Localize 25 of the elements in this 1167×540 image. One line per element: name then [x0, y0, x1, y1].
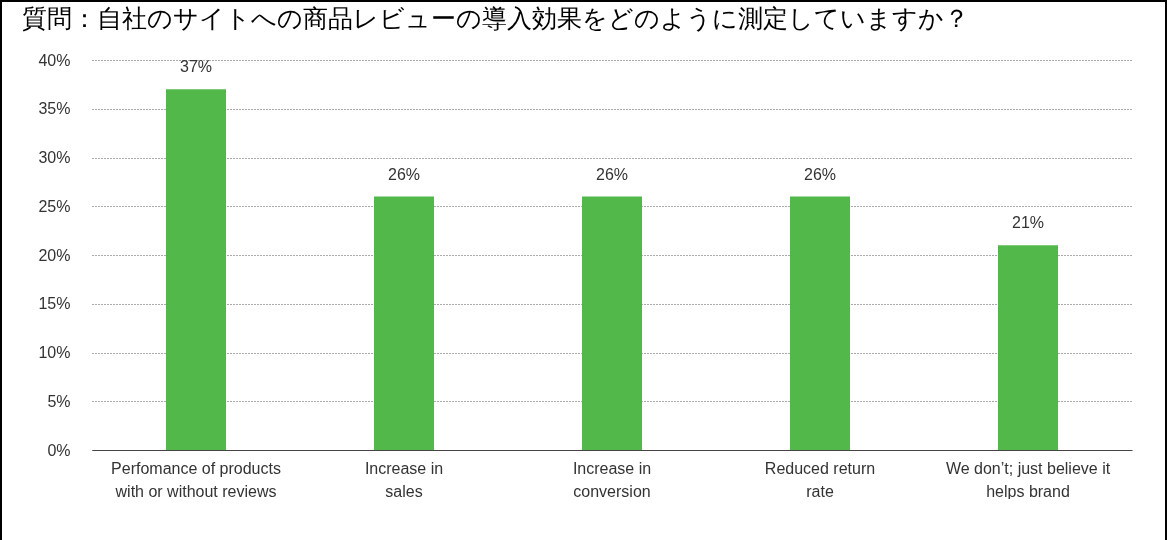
- y-tick-label: 35%: [38, 100, 71, 118]
- data-label: 26%: [803, 165, 837, 183]
- y-tick-label: 5%: [47, 392, 71, 410]
- y-tick-label: 20%: [38, 246, 71, 264]
- x-tick-label: Increase in conversion: [572, 459, 652, 500]
- bar: [998, 245, 1058, 450]
- data-label: 21%: [1011, 214, 1045, 232]
- bar: [582, 196, 642, 450]
- y-tick-label: 15%: [38, 295, 71, 313]
- bar: [790, 196, 850, 450]
- bar: [166, 89, 226, 450]
- y-tick-label: 0%: [47, 441, 71, 459]
- y-tick-label: 25%: [38, 197, 71, 215]
- y-tick-label: 10%: [38, 344, 71, 361]
- y-tick-label: 30%: [38, 149, 71, 166]
- x-tick-label: We don’t; just believe it helps brand: [945, 459, 1111, 500]
- data-label: 26%: [387, 165, 421, 183]
- data-label: 37%: [179, 58, 213, 76]
- y-tick-label: 40%: [38, 51, 71, 69]
- x-tick-label: Reduced return rate: [764, 459, 876, 500]
- x-tick-label: Perfomance of products with or without reviews: [111, 459, 281, 500]
- data-label: 26%: [595, 165, 629, 183]
- bar: [374, 196, 434, 450]
- chart-title: 質問：自社のサイトへの商品レビューの導入効果をどのように測定していますか？: [22, 4, 969, 33]
- x-tick-label: Increase in sales: [364, 459, 444, 500]
